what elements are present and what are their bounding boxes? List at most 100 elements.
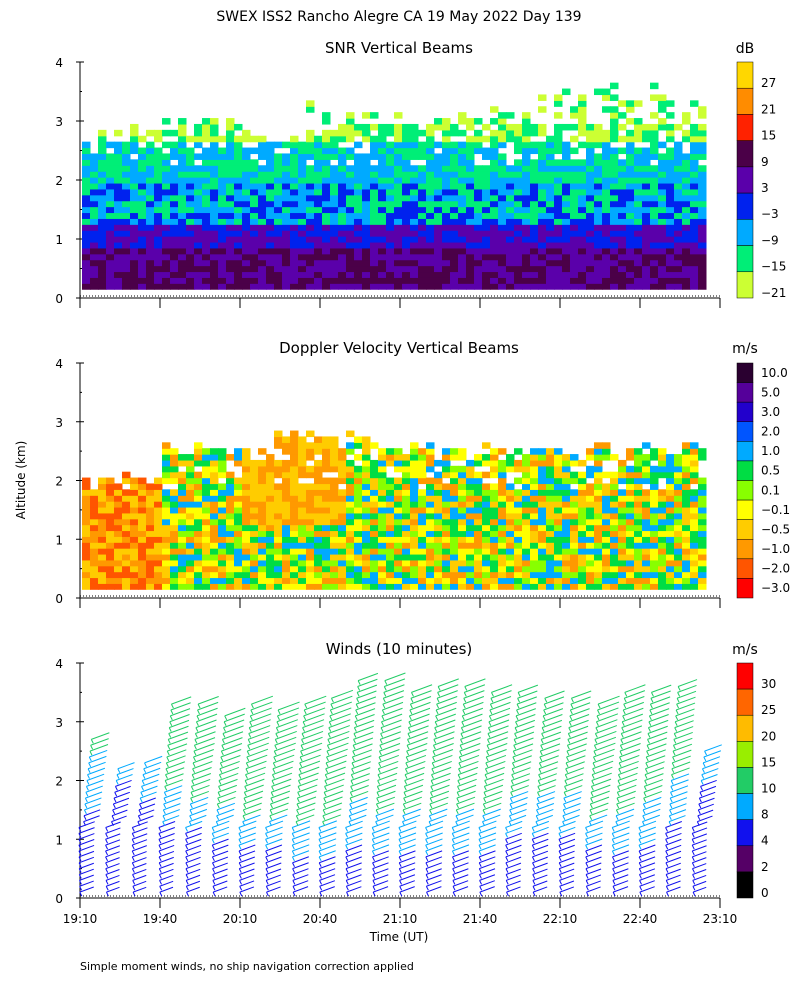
snr-cell	[178, 247, 187, 255]
snr-cell	[330, 253, 339, 261]
snr-cell	[162, 241, 171, 249]
doppler-cell	[466, 459, 475, 467]
wind-barb-tick	[238, 868, 242, 873]
doppler-cell	[650, 448, 659, 455]
snr-cell	[354, 271, 363, 278]
snr-cell	[378, 230, 387, 237]
snr-cell	[210, 206, 219, 214]
wind-barb	[84, 803, 101, 811]
snr-cell	[674, 153, 683, 160]
doppler-cell	[370, 495, 379, 502]
doppler-cell	[114, 483, 123, 490]
snr-cell	[322, 271, 331, 278]
snr-cell	[154, 206, 163, 214]
doppler-cell	[314, 448, 323, 455]
wind-barb-tick	[162, 815, 166, 820]
doppler-cell	[634, 471, 643, 479]
snr-cell	[586, 259, 595, 267]
snr-cell	[522, 165, 531, 172]
snr-cell	[450, 129, 459, 137]
wind-barb-tick	[238, 862, 242, 867]
doppler-cell	[546, 506, 555, 514]
snr-cell	[626, 283, 635, 290]
snr-cell	[618, 188, 627, 196]
snr-cell	[650, 171, 659, 178]
snr-cell	[522, 241, 531, 249]
snr-cell	[458, 212, 467, 219]
snr-cell	[626, 182, 635, 190]
doppler-cell	[218, 548, 227, 555]
snr-cell	[642, 171, 651, 178]
wind-barb-tick	[403, 786, 407, 791]
wind-barb-tick	[224, 715, 228, 721]
doppler-cell	[570, 577, 579, 584]
doppler-cell	[642, 548, 651, 555]
doppler-cell	[378, 565, 387, 573]
snr-cell	[674, 165, 683, 172]
snr-cell	[498, 236, 507, 243]
snr-cell	[666, 236, 675, 243]
snr-cell	[210, 271, 219, 278]
wind-barb	[83, 815, 100, 823]
doppler-cell	[130, 518, 139, 526]
snr-cell	[594, 159, 603, 166]
doppler-cell	[562, 501, 571, 508]
snr-cell	[578, 259, 587, 267]
doppler-cell	[602, 542, 611, 549]
doppler-cell	[418, 571, 427, 579]
wind-barb	[345, 832, 363, 840]
wind-barb-tick	[195, 721, 199, 726]
wind-barb	[105, 827, 121, 834]
snr-cell	[410, 123, 419, 131]
doppler-cell	[506, 548, 515, 555]
snr-cell	[442, 271, 451, 278]
snr-cell	[202, 182, 211, 190]
doppler-cell	[506, 459, 515, 467]
wind-barb-tick	[141, 786, 144, 791]
doppler-cell	[346, 477, 355, 485]
wind-barb-tick	[238, 874, 242, 879]
doppler-cell	[306, 524, 315, 532]
snr-cell	[338, 241, 347, 249]
doppler-cell	[442, 448, 451, 455]
doppler-cell	[442, 483, 451, 490]
snr-cell	[658, 118, 667, 125]
snr-cell	[322, 147, 331, 155]
wind-barb-tick	[185, 886, 189, 891]
snr-cell	[386, 230, 395, 237]
doppler-cell	[298, 465, 307, 473]
doppler-cell	[642, 471, 651, 479]
doppler-cell	[562, 471, 571, 479]
doppler-cell	[186, 548, 195, 555]
wind-barb-tick	[297, 792, 301, 797]
snr-cell	[322, 188, 331, 196]
snr-cell	[426, 212, 435, 219]
wind-barb-tick	[216, 809, 220, 815]
wind-barb	[304, 701, 326, 711]
wind-barb	[83, 809, 101, 817]
doppler-cell	[418, 530, 427, 537]
snr-cell	[474, 129, 483, 137]
snr-cell	[506, 112, 515, 119]
doppler-cell	[282, 571, 291, 579]
snr-cell	[266, 236, 275, 243]
doppler-cell	[298, 471, 307, 479]
snr-cell	[658, 165, 667, 172]
snr-cell	[402, 147, 411, 155]
wind-barb	[142, 773, 160, 781]
doppler-cell	[90, 559, 99, 567]
doppler-cell	[354, 565, 363, 573]
snr-cell	[354, 259, 363, 267]
snr-cell	[666, 153, 675, 160]
snr-cell	[450, 177, 459, 184]
wind-barb-tick	[242, 815, 246, 820]
doppler-cell	[218, 489, 227, 496]
snr-cell	[250, 224, 259, 231]
doppler-cell	[370, 536, 379, 543]
wind-barb	[319, 874, 336, 881]
wind-barb	[350, 779, 370, 787]
wind-barb-tick	[328, 721, 332, 726]
wind-barb	[377, 778, 397, 787]
wind-barb	[247, 736, 270, 746]
snr-cell	[538, 171, 547, 178]
